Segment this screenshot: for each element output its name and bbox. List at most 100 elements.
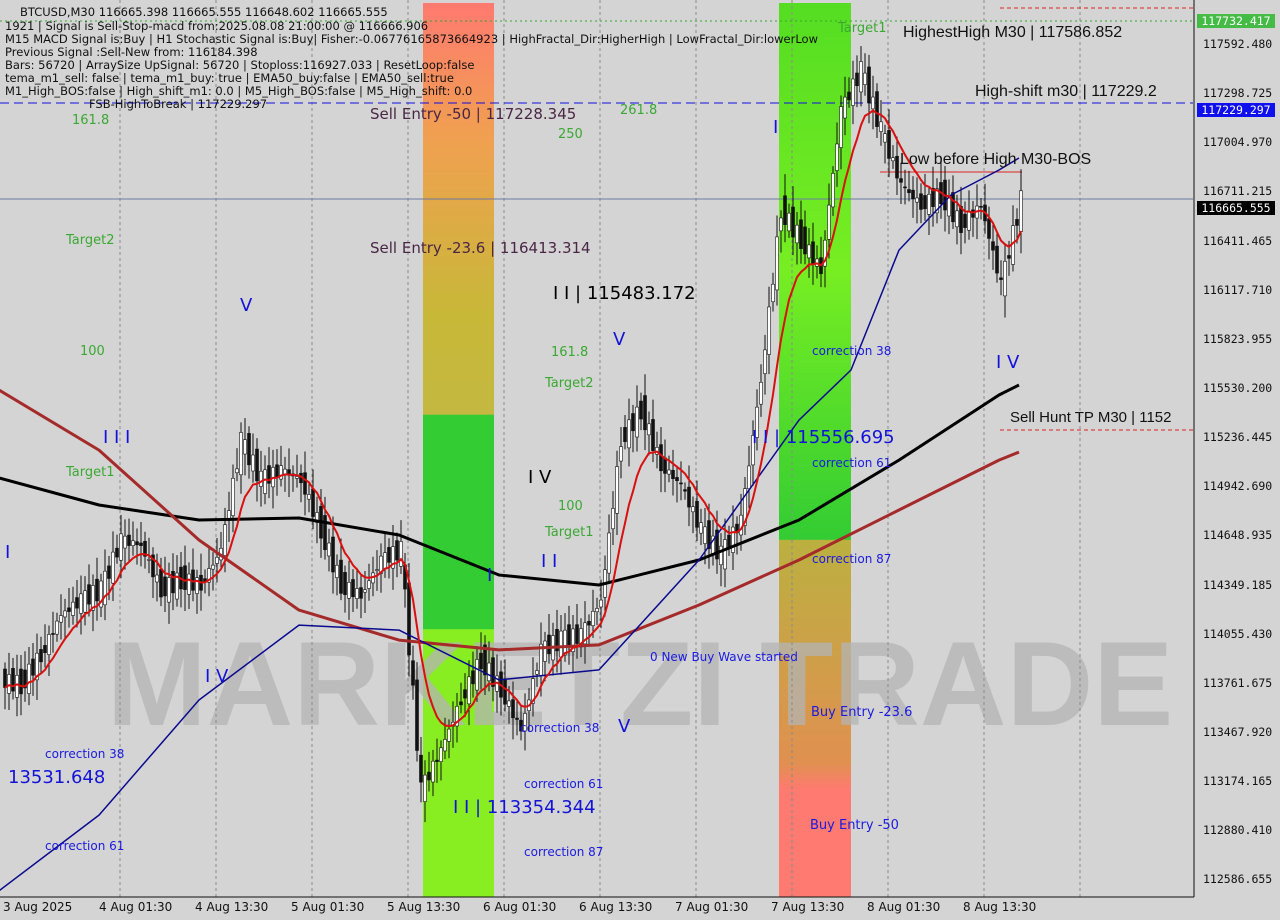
candle-body [187,573,191,595]
candle-body [387,547,391,563]
y-tick-label: 114349.185 [1203,578,1273,592]
candle-body [335,564,339,578]
candle-body [31,658,35,676]
x-tick-label: 5 Aug 01:30 [291,900,365,914]
info-line: tema_m1_sell: false | tema_m1_buy: true … [5,71,454,85]
candle-body [1003,261,1007,297]
y-tick-label: 112586.655 [1203,872,1273,886]
fib-label: 250 [558,127,583,142]
wave-label: I V [205,666,229,687]
candle-body [787,212,791,232]
y-tick-label: 116117.710 [1203,283,1273,297]
info-line: M1_High_BOS:false | High_shift_m1: 0.0 |… [5,84,473,98]
candle-body [843,96,847,119]
candle-body [743,488,747,526]
candle-body [411,660,415,686]
candle-body [671,469,675,479]
candle-body [739,514,743,536]
price-tag-top: 117732.417 [1197,14,1275,28]
y-tick-label: 117004.970 [1203,135,1273,149]
y-tick-label: 116711.215 [1203,184,1273,198]
new-buy-wave-label: 0 New Buy Wave started [650,650,798,664]
candle-body [695,501,699,528]
candle-body [79,593,83,614]
candle-body [15,674,19,698]
info-line: M15 MACD Signal is:Buy | H1 Stochastic S… [5,32,818,46]
candle-body [1019,190,1023,232]
info-line: Bars: 56720 | ArraySize UpSignal: 56720 … [5,58,475,72]
candle-body [731,526,735,553]
candle-body [811,241,815,265]
candle-body [163,576,167,597]
moving-average-line [0,383,1020,587]
candle-body [767,306,771,355]
candle-body [875,91,879,127]
candle-body [71,601,75,616]
correction-label: correction 61 [524,777,604,791]
candle-body [687,486,691,508]
candle-body [447,728,451,742]
moving-average-line [0,388,1020,652]
candle-body [831,173,835,208]
candle-body [647,423,651,436]
candle-body [359,587,363,599]
candle-body [483,644,487,676]
candle-body [535,670,539,675]
candle-body [99,580,103,608]
y-tick-label: 117592.480 [1203,37,1273,51]
candle-body [935,188,939,214]
correction-label: correction 38 [812,344,892,358]
x-tick-label: 6 Aug 01:30 [483,900,557,914]
left-price-label: 13531.648 [8,767,106,788]
candle-body [63,610,67,618]
candle-body [175,572,179,600]
fib-label: Target2 [66,233,115,248]
candle-body [963,213,967,228]
candle-body [207,568,211,583]
candle-body [967,211,971,231]
candle-body [111,551,115,584]
candle-body [751,435,755,466]
candle-body [215,557,219,564]
candle-body [851,78,855,106]
y-tick-label: 114648.935 [1203,528,1273,542]
wave-label: I [487,565,493,586]
candle-body [343,572,347,595]
candle-body [955,210,959,228]
candle-body [51,633,55,635]
ema-fast-line [4,109,1022,728]
candle-body [459,701,463,706]
x-tick-label: 7 Aug 01:30 [675,900,749,914]
candle-body [991,241,995,251]
candle-body [591,610,595,626]
candle-body [155,574,159,583]
candle-body [235,468,239,474]
candle-body [723,539,727,570]
candle-body [1015,219,1019,226]
candles [3,46,1023,823]
candle-body [171,570,175,594]
candle-body [995,245,999,274]
candle-body [7,674,11,694]
correction-label: correction 61 [812,456,892,470]
candle-body [479,652,483,670]
candle-body [375,569,379,571]
candle-body [611,508,615,530]
correction-label: correction 38 [45,747,125,761]
candle-body [891,157,895,162]
candle-body [899,178,903,183]
candle-body [407,582,411,656]
candle-body [351,579,355,598]
candle-body [239,432,243,476]
candle-body [959,206,963,233]
candle-body [43,645,47,653]
y-tick-label: 113467.920 [1203,725,1273,739]
candle-body [795,224,799,244]
candle-body [987,218,991,239]
candle-body [559,630,563,658]
correction-label: correction 87 [812,552,892,566]
x-tick-label: 4 Aug 01:30 [99,900,173,914]
candle-body [147,559,151,561]
candle-body [575,624,579,644]
